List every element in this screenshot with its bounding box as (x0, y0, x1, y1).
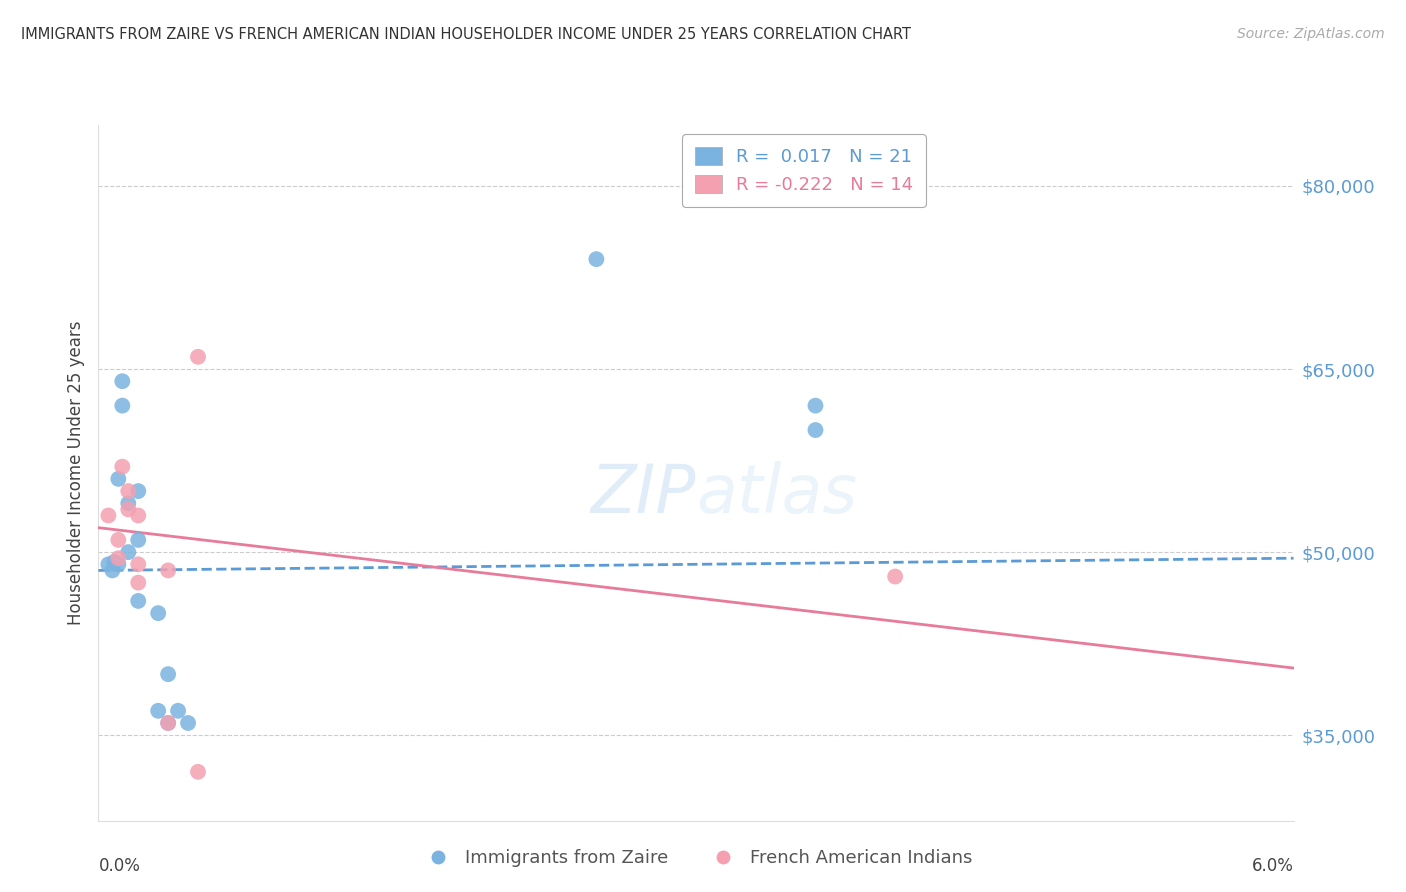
Point (97, 558, 120, 572)
Point (148, 704, 170, 718)
Text: IMMIGRANTS FROM ZAIRE VS FRENCH AMERICAN INDIAN HOUSEHOLDER INCOME UNDER 25 YEAR: IMMIGRANTS FROM ZAIRE VS FRENCH AMERICAN… (21, 27, 911, 42)
Text: 0.0%: 0.0% (98, 857, 141, 875)
Point (884, 569, 907, 583)
Point (117, 484, 139, 499)
Point (157, 667, 180, 681)
Point (127, 533, 149, 547)
Point (804, 399, 827, 413)
Point (127, 575, 149, 590)
Point (97, 508, 120, 523)
Point (107, 533, 129, 547)
Point (167, 704, 190, 718)
Text: ZIP: ZIP (591, 460, 696, 526)
Point (111, 399, 134, 413)
Point (187, 350, 209, 364)
Point (157, 716, 180, 731)
Point (103, 555, 125, 569)
Point (127, 508, 149, 523)
Point (157, 563, 180, 577)
Point (101, 563, 124, 577)
Legend: Immigrants from Zaire, French American Indians: Immigrants from Zaire, French American I… (413, 842, 979, 874)
Point (804, 423, 827, 437)
Point (107, 472, 129, 486)
Point (111, 459, 134, 474)
Point (127, 558, 149, 572)
Point (107, 551, 129, 566)
Y-axis label: Householder Income Under 25 years: Householder Income Under 25 years (66, 320, 84, 625)
Point (177, 716, 200, 731)
Point (187, 764, 209, 779)
Point (148, 606, 170, 620)
Point (127, 484, 149, 499)
Point (107, 558, 129, 572)
Point (117, 502, 139, 516)
Text: atlas: atlas (696, 460, 858, 526)
Point (111, 374, 134, 388)
Point (127, 594, 149, 608)
Point (117, 545, 139, 559)
Point (585, 252, 607, 267)
Text: Source: ZipAtlas.com: Source: ZipAtlas.com (1237, 27, 1385, 41)
Point (157, 716, 180, 731)
Point (117, 496, 139, 510)
Text: 6.0%: 6.0% (1251, 857, 1294, 875)
